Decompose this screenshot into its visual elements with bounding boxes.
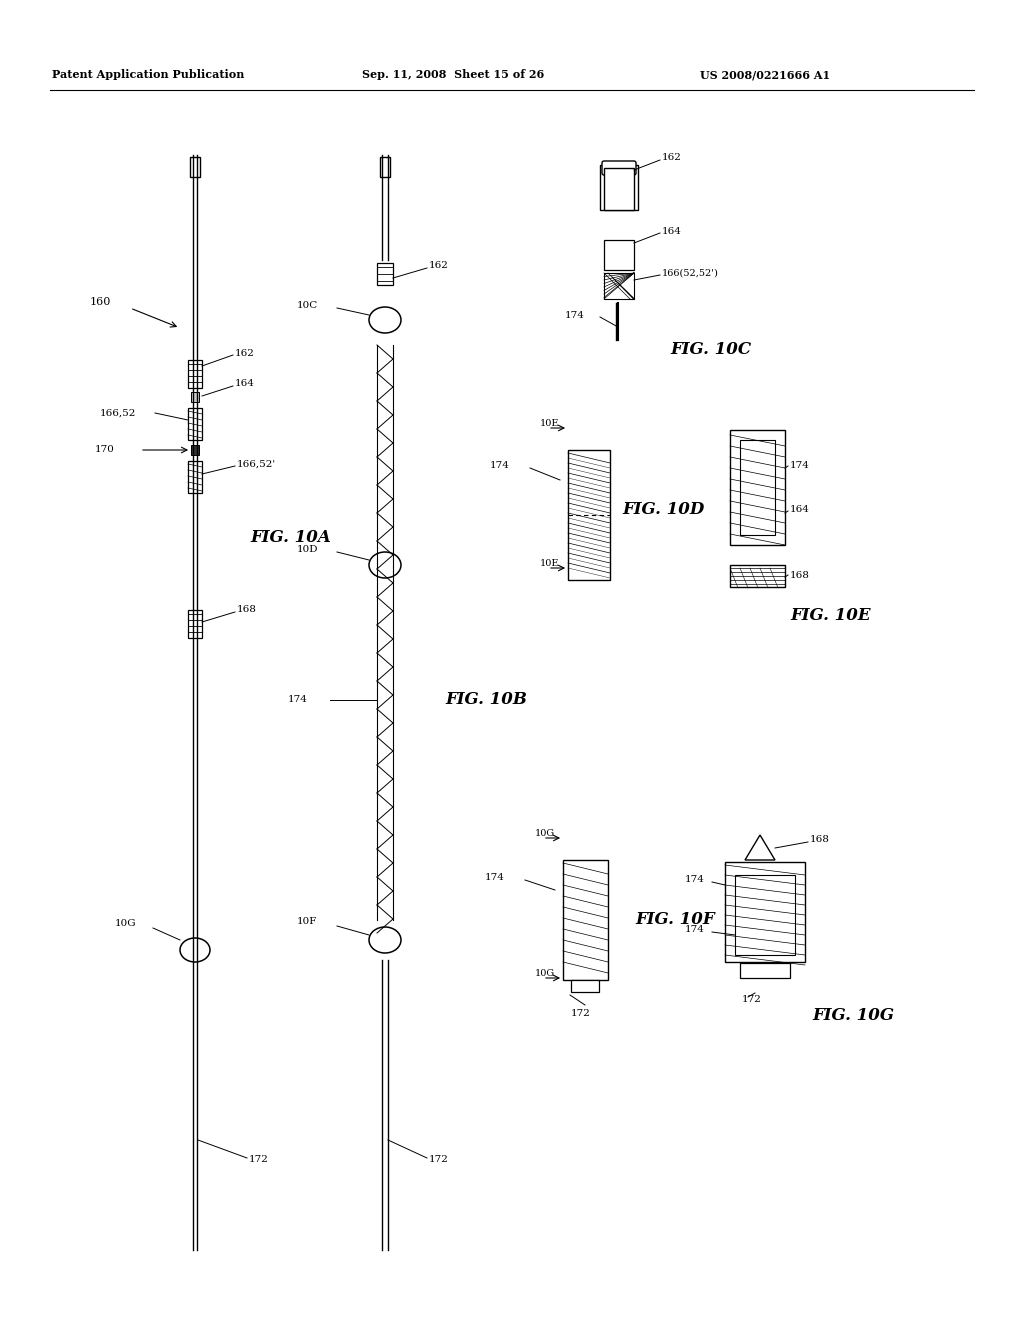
Text: 168: 168	[237, 606, 257, 615]
FancyBboxPatch shape	[740, 440, 775, 535]
Ellipse shape	[369, 552, 401, 578]
Text: 10G: 10G	[115, 920, 136, 928]
Text: FIG. 10C: FIG. 10C	[670, 342, 752, 359]
Text: Sep. 11, 2008  Sheet 15 of 26: Sep. 11, 2008 Sheet 15 of 26	[362, 69, 544, 81]
Text: 162: 162	[662, 153, 682, 162]
Text: 172: 172	[249, 1155, 269, 1164]
FancyBboxPatch shape	[740, 964, 790, 978]
Text: FIG. 10D: FIG. 10D	[622, 502, 705, 519]
FancyBboxPatch shape	[190, 157, 200, 177]
Text: 166(52,52'): 166(52,52')	[662, 268, 719, 277]
Text: 172: 172	[742, 995, 762, 1005]
Polygon shape	[745, 836, 775, 861]
FancyBboxPatch shape	[571, 979, 599, 993]
Text: 170: 170	[95, 446, 115, 454]
FancyBboxPatch shape	[602, 161, 636, 176]
Text: 174: 174	[685, 875, 705, 884]
Text: 164: 164	[234, 380, 255, 388]
FancyBboxPatch shape	[604, 240, 634, 271]
Text: 174: 174	[485, 874, 505, 883]
FancyBboxPatch shape	[380, 157, 390, 177]
FancyBboxPatch shape	[568, 450, 610, 579]
Text: 172: 172	[429, 1155, 449, 1164]
FancyBboxPatch shape	[191, 445, 199, 455]
Text: 10E: 10E	[540, 560, 559, 569]
FancyBboxPatch shape	[604, 168, 634, 210]
FancyBboxPatch shape	[377, 263, 393, 285]
Text: 168: 168	[790, 570, 810, 579]
Text: FIG. 10B: FIG. 10B	[445, 692, 527, 709]
FancyBboxPatch shape	[188, 408, 202, 440]
Text: FIG. 10E: FIG. 10E	[790, 606, 870, 623]
FancyBboxPatch shape	[191, 392, 199, 403]
Text: 160: 160	[90, 297, 112, 308]
Text: 10C: 10C	[297, 301, 318, 309]
FancyBboxPatch shape	[735, 875, 795, 954]
Text: 10E: 10E	[540, 420, 559, 429]
Text: 10F: 10F	[297, 917, 317, 927]
Text: 174: 174	[490, 461, 510, 470]
Text: 174: 174	[288, 696, 308, 705]
FancyBboxPatch shape	[730, 565, 785, 587]
Text: 162: 162	[429, 261, 449, 271]
FancyBboxPatch shape	[188, 360, 202, 388]
Text: 172: 172	[571, 1008, 591, 1018]
Text: 162: 162	[234, 348, 255, 358]
Text: 10G: 10G	[535, 969, 555, 978]
Text: FIG. 10F: FIG. 10F	[635, 912, 715, 928]
Ellipse shape	[369, 308, 401, 333]
Text: 164: 164	[662, 227, 682, 235]
Text: FIG. 10G: FIG. 10G	[812, 1006, 894, 1023]
Text: Patent Application Publication: Patent Application Publication	[52, 69, 245, 81]
FancyBboxPatch shape	[725, 862, 805, 962]
FancyBboxPatch shape	[188, 461, 202, 492]
Text: 166,52: 166,52	[100, 408, 136, 417]
Text: 174: 174	[565, 310, 585, 319]
FancyBboxPatch shape	[730, 430, 785, 545]
FancyBboxPatch shape	[600, 165, 638, 210]
Text: 164: 164	[790, 506, 810, 515]
Text: US 2008/0221666 A1: US 2008/0221666 A1	[700, 69, 830, 81]
Text: 10D: 10D	[297, 544, 318, 553]
Text: 168: 168	[810, 836, 829, 845]
FancyBboxPatch shape	[563, 861, 608, 979]
Text: 174: 174	[685, 925, 705, 935]
FancyBboxPatch shape	[188, 610, 202, 638]
Text: 10G: 10G	[535, 829, 555, 838]
Ellipse shape	[369, 927, 401, 953]
Text: 166,52': 166,52'	[237, 459, 276, 469]
Ellipse shape	[180, 939, 210, 962]
Text: FIG. 10A: FIG. 10A	[250, 529, 331, 546]
Text: 174: 174	[790, 461, 810, 470]
FancyBboxPatch shape	[604, 273, 634, 300]
